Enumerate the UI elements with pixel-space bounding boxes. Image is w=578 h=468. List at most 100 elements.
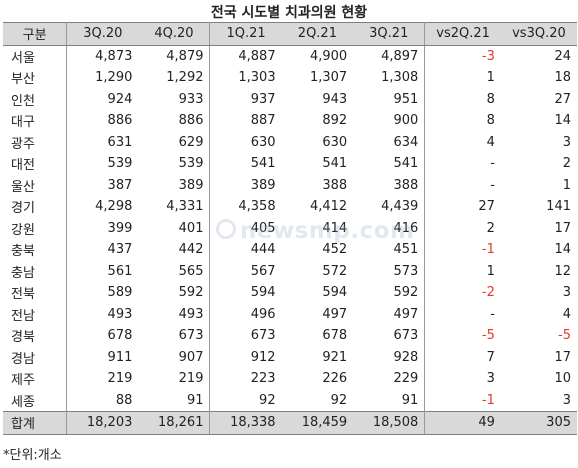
value-cell: 1,308 xyxy=(353,67,426,89)
value-cell: 634 xyxy=(353,131,426,153)
change-vs3q20-cell: 24 xyxy=(554,48,571,64)
change-vs3q20-cell: 14 xyxy=(554,242,571,258)
value-cell: 4,879 xyxy=(138,45,211,67)
change-vs3q20-cell: 12 xyxy=(554,263,571,279)
value-cell: 565 xyxy=(138,260,211,282)
value-cell: 92 xyxy=(259,392,276,408)
table-row: 대구 886 886 887 892 900 8 14 xyxy=(3,110,577,132)
change-vs2q21-cell: -3 xyxy=(481,48,495,64)
header-vs2q21: vs2Q.21 xyxy=(424,22,501,46)
change-vs3q20-cell: 17 xyxy=(554,349,571,365)
value-cell: 592 xyxy=(138,282,211,304)
table-title: 전국 시도별 치과의원 현황 xyxy=(210,5,368,21)
change-vs3q20-cell: 3 xyxy=(562,392,571,408)
change-vs3q20-cell: 1 xyxy=(562,177,571,193)
value-cell: 451 xyxy=(353,239,426,261)
header-3q20: 3Q.20 xyxy=(66,22,139,46)
value-cell: 444 xyxy=(250,242,276,258)
table-row: 경남 911 907 912 921 928 7 17 xyxy=(3,346,577,368)
change-vs3q20-cell: 10 xyxy=(554,371,571,387)
value-cell: 497 xyxy=(322,306,348,322)
region-name: 충북 xyxy=(3,239,68,261)
value-cell: 1,290 xyxy=(95,70,133,86)
header-vs3q20: vs3Q.20 xyxy=(500,22,577,46)
value-cell: 592 xyxy=(353,282,426,304)
change-vs3q20-cell: 3 xyxy=(562,285,571,301)
table-row: 경북 678 673 673 678 673 -5 -5 xyxy=(3,325,577,347)
table-row: 서울 4,873 4,879 4,887 4,900 4,897 -3 24 xyxy=(3,45,577,67)
value-cell: 91 xyxy=(353,389,426,412)
table-row: 인천 924 933 937 943 951 8 27 xyxy=(3,88,577,110)
value-cell: 907 xyxy=(138,346,211,368)
change-vs3q20-cell: 2 xyxy=(562,156,571,172)
change-vs3q20-cell: 141 xyxy=(546,199,571,215)
region-name: 경기 xyxy=(3,196,68,218)
value-cell: 673 xyxy=(138,325,211,347)
table-row: 강원 399 401 405 414 416 2 17 xyxy=(3,217,577,239)
value-cell: 496 xyxy=(250,306,276,322)
table-row: 광주 631 629 630 630 634 4 3 xyxy=(3,131,577,153)
region-name: 제주 xyxy=(3,368,68,390)
value-cell: 1,292 xyxy=(138,67,211,89)
value-cell: 405 xyxy=(250,220,276,236)
change-vs2q21-cell: 27 xyxy=(478,199,495,215)
value-cell: 943 xyxy=(322,91,348,107)
value-cell: 631 xyxy=(107,134,133,150)
value-cell: 933 xyxy=(138,88,211,110)
region-name: 합계 xyxy=(3,411,68,435)
change-vs3q20-cell: 4 xyxy=(562,306,571,322)
value-cell: 219 xyxy=(138,368,211,390)
region-name: 강원 xyxy=(3,217,68,239)
change-vs2q21-cell: - xyxy=(490,177,495,193)
change-vs3q20-cell: 3 xyxy=(562,134,571,150)
header-3q21: 3Q.21 xyxy=(353,22,426,46)
value-cell: 539 xyxy=(138,153,211,175)
value-cell: 886 xyxy=(138,110,211,132)
change-vs3q20-cell: 18 xyxy=(554,70,571,86)
value-cell: 630 xyxy=(322,134,348,150)
region-name: 세종 xyxy=(3,389,68,412)
value-cell: 4,439 xyxy=(353,196,426,218)
table-row: 대전 539 539 541 541 541 - 2 xyxy=(3,153,577,175)
unit-note: *단위:개소 xyxy=(3,448,62,463)
region-name: 서울 xyxy=(3,45,68,67)
value-cell: 1,307 xyxy=(309,70,348,86)
total-row: 합계 18,203 18,261 18,338 18,459 18,508 49 305 xyxy=(3,411,577,435)
change-vs3q20-cell: 14 xyxy=(554,113,571,129)
value-cell: 229 xyxy=(353,368,426,390)
value-cell: 18,203 xyxy=(66,411,139,435)
value-cell: 414 xyxy=(322,220,348,236)
value-cell: 892 xyxy=(322,113,348,129)
header-category: 구분 xyxy=(3,22,68,46)
table-row: 부산 1,290 1,292 1,303 1,307 1,308 1 18 xyxy=(3,67,577,89)
value-cell: 629 xyxy=(138,131,211,153)
value-cell: 4,897 xyxy=(353,45,426,67)
change-vs2q21-cell: 4 xyxy=(486,134,495,150)
value-cell: 924 xyxy=(107,91,133,107)
value-cell: 4,358 xyxy=(238,199,276,215)
value-cell: 388 xyxy=(322,177,348,193)
value-cell: 452 xyxy=(322,242,348,258)
region-name: 부산 xyxy=(3,67,68,89)
value-cell: 921 xyxy=(322,349,348,365)
change-vs3q20-cell: -5 xyxy=(558,328,571,344)
value-cell: 541 xyxy=(322,156,348,172)
header-2q21: 2Q.21 xyxy=(281,22,354,46)
change-vs2q21-cell: - xyxy=(490,156,495,172)
table-row: 경기 4,298 4,331 4,358 4,412 4,439 27 141 xyxy=(3,196,577,218)
value-cell: 219 xyxy=(107,371,133,387)
change-vs2q21-cell: 7 xyxy=(486,349,495,365)
region-name: 경남 xyxy=(3,346,68,368)
value-cell: 911 xyxy=(107,349,133,365)
region-name: 대구 xyxy=(3,110,68,132)
region-name: 인천 xyxy=(3,88,68,110)
table-row: 전북 589 592 594 594 592 -2 3 xyxy=(3,282,577,304)
value-cell: 594 xyxy=(322,285,348,301)
change-vs2q21-cell: -1 xyxy=(481,242,495,258)
value-cell: 594 xyxy=(250,285,276,301)
value-cell: 678 xyxy=(107,328,133,344)
value-cell: 226 xyxy=(322,371,348,387)
value-cell: 442 xyxy=(138,239,211,261)
value-cell: 92 xyxy=(330,392,348,408)
value-cell: 223 xyxy=(250,371,276,387)
